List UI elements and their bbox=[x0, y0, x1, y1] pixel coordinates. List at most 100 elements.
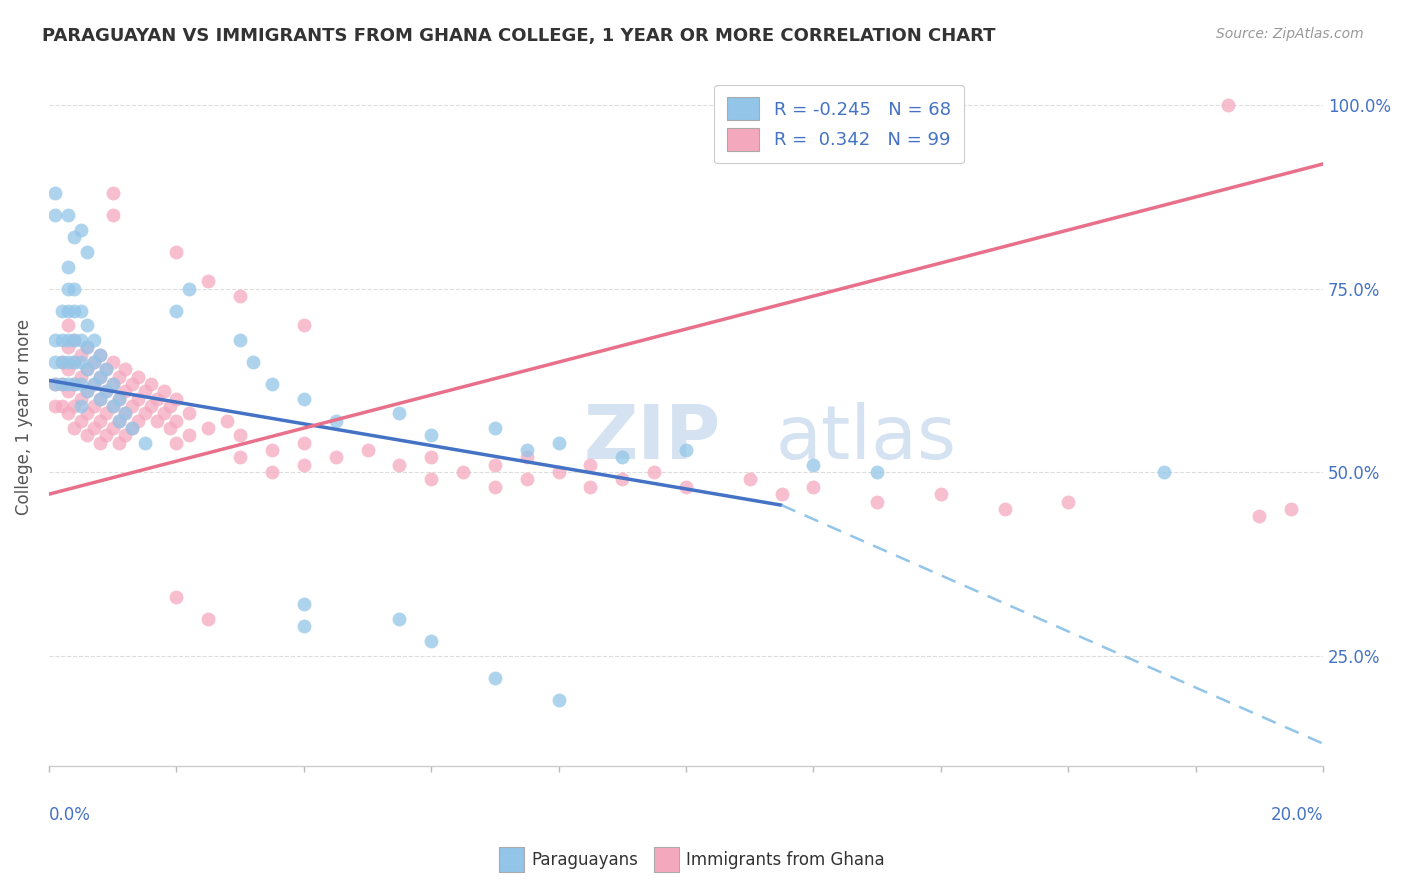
Point bbox=[675, 480, 697, 494]
Point bbox=[127, 392, 149, 406]
Point bbox=[134, 407, 156, 421]
Point bbox=[83, 355, 105, 369]
Point bbox=[484, 480, 506, 494]
Point bbox=[44, 399, 66, 413]
Point bbox=[1249, 509, 1271, 524]
Point bbox=[83, 377, 105, 392]
Point bbox=[51, 355, 73, 369]
Point bbox=[165, 245, 187, 260]
Point bbox=[83, 377, 105, 392]
Point bbox=[51, 333, 73, 347]
Point bbox=[547, 692, 569, 706]
Point bbox=[96, 384, 118, 399]
Point bbox=[101, 208, 124, 222]
Point bbox=[96, 428, 118, 442]
Point bbox=[101, 399, 124, 413]
Point bbox=[44, 377, 66, 392]
Point bbox=[101, 186, 124, 201]
Point bbox=[63, 377, 86, 392]
Point bbox=[69, 399, 91, 413]
Point bbox=[146, 392, 169, 406]
Point bbox=[114, 362, 136, 376]
Point bbox=[89, 369, 111, 384]
Text: Immigrants from Ghana: Immigrants from Ghana bbox=[686, 851, 884, 869]
Point bbox=[1057, 494, 1080, 508]
Point bbox=[63, 333, 86, 347]
Point bbox=[803, 480, 825, 494]
Point bbox=[217, 414, 239, 428]
Point bbox=[260, 465, 283, 479]
Point bbox=[242, 355, 264, 369]
Point bbox=[1153, 465, 1175, 479]
Point bbox=[292, 318, 315, 333]
Point bbox=[89, 414, 111, 428]
Point bbox=[108, 414, 131, 428]
Point bbox=[484, 421, 506, 435]
Point bbox=[76, 340, 98, 354]
Point bbox=[108, 392, 131, 406]
Point bbox=[159, 421, 181, 435]
Y-axis label: College, 1 year or more: College, 1 year or more bbox=[15, 319, 32, 516]
Point bbox=[388, 458, 411, 472]
Point bbox=[1216, 98, 1239, 112]
Point bbox=[159, 399, 181, 413]
Point bbox=[69, 223, 91, 237]
Point bbox=[179, 407, 201, 421]
Point bbox=[44, 186, 66, 201]
Point bbox=[89, 435, 111, 450]
Point bbox=[76, 318, 98, 333]
Legend: R = -0.245   N = 68, R =  0.342   N = 99: R = -0.245 N = 68, R = 0.342 N = 99 bbox=[714, 85, 963, 163]
Point bbox=[101, 421, 124, 435]
Point bbox=[56, 208, 79, 222]
Point bbox=[56, 384, 79, 399]
Point bbox=[325, 450, 347, 465]
Point bbox=[516, 450, 538, 465]
Point bbox=[76, 362, 98, 376]
Point bbox=[56, 333, 79, 347]
Point bbox=[152, 384, 174, 399]
Point bbox=[89, 369, 111, 384]
Point bbox=[866, 494, 889, 508]
Text: Paraguayans: Paraguayans bbox=[531, 851, 638, 869]
Text: ZIP: ZIP bbox=[583, 401, 721, 475]
Point bbox=[229, 450, 252, 465]
Point bbox=[63, 355, 86, 369]
Point bbox=[121, 421, 143, 435]
Point bbox=[516, 443, 538, 458]
Point bbox=[56, 407, 79, 421]
Point bbox=[51, 377, 73, 392]
Point bbox=[96, 407, 118, 421]
Point bbox=[165, 590, 187, 604]
Point bbox=[292, 597, 315, 611]
Point bbox=[96, 362, 118, 376]
Point bbox=[63, 230, 86, 244]
Point bbox=[83, 355, 105, 369]
Point bbox=[89, 348, 111, 362]
Point bbox=[76, 384, 98, 399]
Point bbox=[179, 282, 201, 296]
Point bbox=[56, 362, 79, 376]
Point bbox=[51, 303, 73, 318]
Point bbox=[51, 355, 73, 369]
Point bbox=[260, 377, 283, 392]
Point bbox=[96, 362, 118, 376]
Point bbox=[69, 333, 91, 347]
Point bbox=[929, 487, 952, 501]
Point bbox=[675, 443, 697, 458]
Point bbox=[260, 443, 283, 458]
Point bbox=[56, 355, 79, 369]
Point bbox=[420, 473, 443, 487]
Point bbox=[108, 392, 131, 406]
Text: atlas: atlas bbox=[775, 401, 956, 475]
Point bbox=[114, 407, 136, 421]
Point bbox=[63, 355, 86, 369]
Point bbox=[114, 428, 136, 442]
Point bbox=[152, 407, 174, 421]
Point bbox=[114, 407, 136, 421]
Point bbox=[866, 465, 889, 479]
Point bbox=[165, 392, 187, 406]
Point bbox=[229, 333, 252, 347]
Point bbox=[89, 348, 111, 362]
Point bbox=[56, 303, 79, 318]
Text: PARAGUAYAN VS IMMIGRANTS FROM GHANA COLLEGE, 1 YEAR OR MORE CORRELATION CHART: PARAGUAYAN VS IMMIGRANTS FROM GHANA COLL… bbox=[42, 27, 995, 45]
